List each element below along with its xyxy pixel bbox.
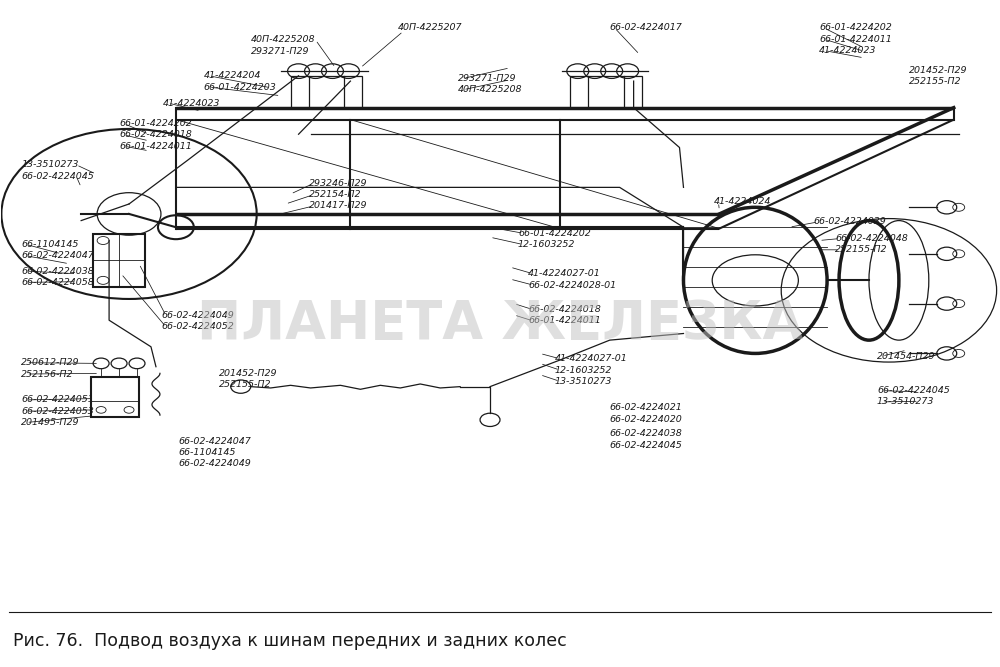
Text: 66-02-4224047: 66-02-4224047 <box>179 437 252 446</box>
Text: 66-01-4224011: 66-01-4224011 <box>528 316 601 325</box>
Text: 66-01-4224011: 66-01-4224011 <box>819 35 892 44</box>
Text: 66-02-4224048: 66-02-4224048 <box>835 234 908 243</box>
Text: 66-02-4224049: 66-02-4224049 <box>161 311 234 320</box>
Bar <box>93 234 145 287</box>
Bar <box>91 377 139 416</box>
Text: 41-4224024: 41-4224024 <box>713 197 771 207</box>
Text: 293271-П29: 293271-П29 <box>251 47 309 57</box>
Text: 66-01-4224202: 66-01-4224202 <box>819 23 892 33</box>
Text: 40П-4225208: 40П-4225208 <box>251 35 315 45</box>
Text: 41-4224204: 41-4224204 <box>204 71 261 80</box>
Text: 12-1603252: 12-1603252 <box>555 366 612 375</box>
Text: 252155-П2: 252155-П2 <box>219 380 271 389</box>
Text: 250612-П29: 250612-П29 <box>21 358 80 368</box>
Text: 13-3510273: 13-3510273 <box>877 398 934 406</box>
Text: 66-02-4224020: 66-02-4224020 <box>610 415 682 424</box>
Text: 66-02-4224045: 66-02-4224045 <box>21 171 94 181</box>
Text: 66-01-4224011: 66-01-4224011 <box>119 141 192 151</box>
Text: 40П-4225207: 40П-4225207 <box>398 23 463 33</box>
Text: 201454-П29: 201454-П29 <box>877 352 935 361</box>
Text: 66-02-4224045: 66-02-4224045 <box>877 386 950 395</box>
Text: 66-01-4224202: 66-01-4224202 <box>119 119 192 128</box>
Text: 66-01-4224202: 66-01-4224202 <box>518 229 591 237</box>
Text: 13-3510273: 13-3510273 <box>21 160 79 169</box>
Text: 66-02-4224051: 66-02-4224051 <box>21 396 94 404</box>
Text: 66-02-4224047: 66-02-4224047 <box>21 251 94 260</box>
Text: 66-02-4224018: 66-02-4224018 <box>119 130 192 139</box>
Text: 41-4224023: 41-4224023 <box>819 46 876 55</box>
Text: 201452-П29: 201452-П29 <box>219 369 277 378</box>
Text: 66-02-4224053: 66-02-4224053 <box>21 407 94 416</box>
Text: 66-02-4224038: 66-02-4224038 <box>610 430 682 438</box>
Text: 66-1104145: 66-1104145 <box>21 240 79 249</box>
Text: 201495-П29: 201495-П29 <box>21 418 80 427</box>
Text: 293271-П29: 293271-П29 <box>458 74 517 83</box>
Text: Рис. 76.  Подвод воздуха к шинам передних и задних колес: Рис. 76. Подвод воздуха к шинам передних… <box>13 632 567 650</box>
Text: 201452-П29: 201452-П29 <box>909 66 967 75</box>
Text: 293246-П29: 293246-П29 <box>309 179 367 188</box>
Text: 13-3510273: 13-3510273 <box>555 377 612 386</box>
Text: ПЛАНЕТА ЖЕЛЕЗКА: ПЛАНЕТА ЖЕЛЕЗКА <box>197 297 803 350</box>
Text: 66-01-4224203: 66-01-4224203 <box>204 83 277 91</box>
Text: 66-02-4224058: 66-02-4224058 <box>21 278 94 287</box>
Text: 66-02-4224028-01: 66-02-4224028-01 <box>528 281 616 289</box>
Text: 41-4224023: 41-4224023 <box>163 99 220 107</box>
Text: 252155-П2: 252155-П2 <box>835 245 888 254</box>
Text: 252156-П2: 252156-П2 <box>21 370 74 378</box>
Text: 66-02-4224017: 66-02-4224017 <box>610 23 682 33</box>
Text: 41-4224027-01: 41-4224027-01 <box>555 354 628 364</box>
Text: 66-02-4224018: 66-02-4224018 <box>528 305 601 314</box>
Text: 66-02-4224038: 66-02-4224038 <box>21 267 94 275</box>
Text: 12-1603252: 12-1603252 <box>518 240 575 249</box>
Text: 66-1104145: 66-1104145 <box>179 448 236 457</box>
Text: 66-02-4224021: 66-02-4224021 <box>610 404 682 412</box>
Text: 66-02-4224052: 66-02-4224052 <box>161 322 234 331</box>
Text: 66-02-4224039: 66-02-4224039 <box>813 217 886 226</box>
Text: 252155-П2: 252155-П2 <box>909 77 961 86</box>
Text: 66-02-4224049: 66-02-4224049 <box>179 459 252 468</box>
Text: 66-02-4224045: 66-02-4224045 <box>610 441 682 450</box>
Text: 252154-П2: 252154-П2 <box>309 190 361 199</box>
Text: 41-4224027-01: 41-4224027-01 <box>528 269 601 278</box>
Text: 40П-4225208: 40П-4225208 <box>458 85 523 94</box>
Text: 201417-П29: 201417-П29 <box>309 201 367 211</box>
